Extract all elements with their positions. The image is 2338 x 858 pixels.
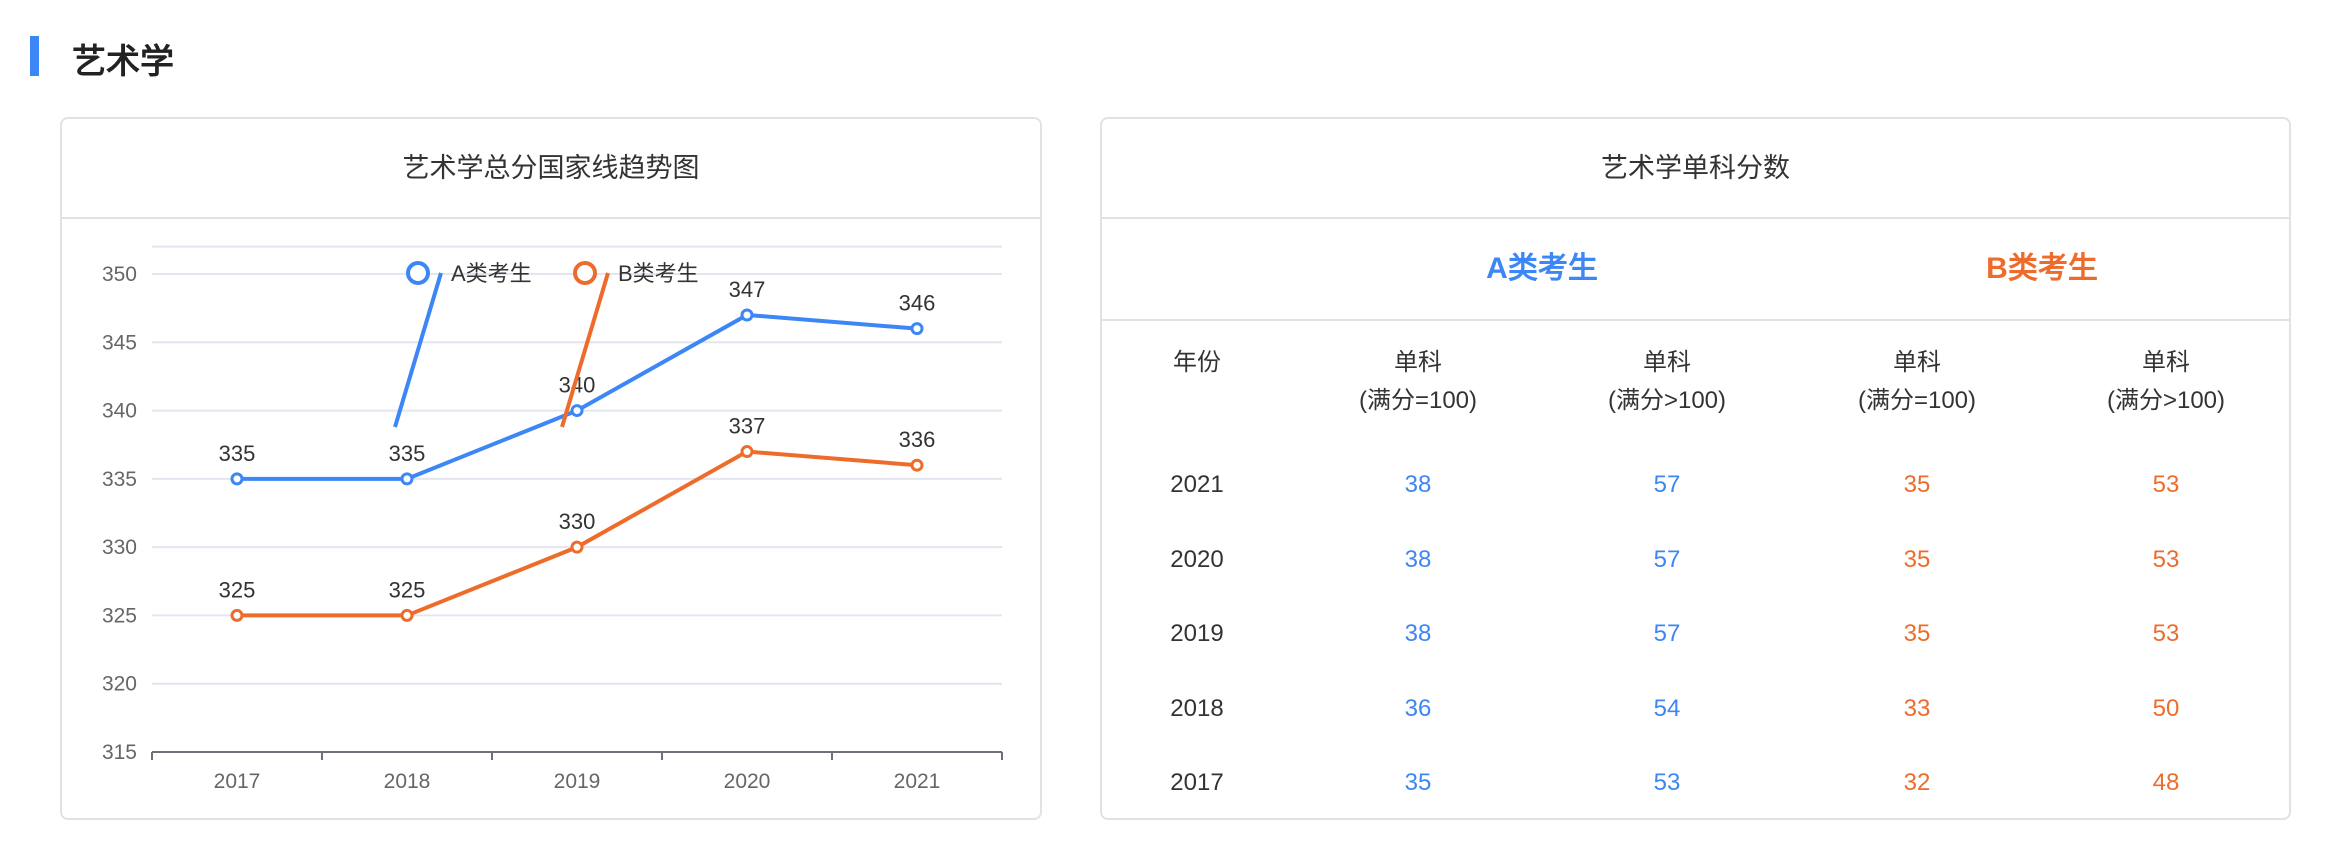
score-cell: 35 <box>1404 769 1432 796</box>
y-tick-label: 330 <box>102 536 137 559</box>
legend-marker <box>406 261 430 285</box>
data-label: 337 <box>729 414 766 439</box>
legend-label: B类考生 <box>618 261 699 286</box>
column-header: 单科 (满分>100) <box>1608 344 1726 420</box>
column-header-line: (满分>100) <box>2106 387 2226 414</box>
score-cell: 53 <box>2152 471 2180 498</box>
score-cell: 57 <box>1653 620 1681 647</box>
column-header-line: 单科 <box>2141 349 2190 376</box>
data-point <box>400 472 414 486</box>
data-label: 346 <box>899 291 936 316</box>
x-tick-label: 2021 <box>894 770 941 793</box>
column-header-line: (满分=100) <box>1857 387 1977 414</box>
group-a-label: A类考生 <box>1486 252 1598 285</box>
data-label: 330 <box>559 509 596 534</box>
y-tick-label: 340 <box>102 400 137 423</box>
score-cell: 32 <box>1903 769 1931 796</box>
line-chart: 315 320 325 330 335 340 345 350 2017 2018 2019 2020… <box>102 245 1003 793</box>
data-point <box>740 308 754 322</box>
column-header-line: 单科 <box>1642 349 1691 376</box>
column-header-line: 单科 <box>1892 349 1941 376</box>
score-cell: 54 <box>1653 694 1681 722</box>
legend-line <box>393 272 443 428</box>
x-tick-label: 2017 <box>214 770 261 793</box>
data-label: 347 <box>729 277 766 302</box>
section-accent-bar <box>30 36 39 76</box>
score-cell: 35 <box>1903 471 1931 498</box>
data-point <box>570 540 584 554</box>
y-tick-label: 350 <box>102 263 137 286</box>
score-cell: 57 <box>1653 471 1681 498</box>
row-year: 2019 <box>1170 620 1224 647</box>
y-tick-label: 335 <box>102 468 137 491</box>
score-cell: 35 <box>1903 620 1931 647</box>
section-title: 艺术学 <box>72 43 174 81</box>
data-label: 336 <box>899 427 936 452</box>
score-cell: 38 <box>1404 620 1432 647</box>
data-label: 335 <box>219 441 256 466</box>
legend-label: A类考生 <box>451 261 532 286</box>
column-header: 单科 (满分=100) <box>1858 344 1976 420</box>
column-header-line: (满分>100) <box>1607 387 1727 414</box>
chart-title: 艺术学总分国家线趋势图 <box>62 119 1040 219</box>
score-cell: 57 <box>1653 545 1681 573</box>
x-tick-label: 2019 <box>554 770 601 793</box>
group-header-row: A类考生 B类考生 <box>1102 218 2289 321</box>
column-header-line: 单科 <box>1393 349 1442 376</box>
data-label: 325 <box>389 577 426 602</box>
score-cell: 53 <box>2152 620 2180 647</box>
column-header: 年份 <box>1173 344 1221 382</box>
score-cell: 38 <box>1404 545 1432 573</box>
legend-marker <box>573 261 597 285</box>
data-point <box>570 404 584 418</box>
score-cell: 53 <box>1653 769 1681 796</box>
data-label: 325 <box>219 577 256 602</box>
data-point <box>910 458 924 472</box>
y-tick-label: 320 <box>102 673 137 696</box>
row-year: 2021 <box>1170 471 1224 498</box>
column-header-line: 年份 <box>1173 349 1221 376</box>
group-b-label: B类考生 <box>1986 252 2098 285</box>
score-cell: 38 <box>1404 471 1432 498</box>
subject-score-card: 艺术学单科分数 A类考生 B类考生 年份 单科 (满分=100) 单科 (满分>100)… <box>1100 117 2291 820</box>
score-cell: 36 <box>1404 694 1432 722</box>
y-tick-label: 315 <box>102 741 137 764</box>
score-cell: 35 <box>1903 545 1931 573</box>
y-tick-label: 325 <box>102 604 137 627</box>
column-header-line: (满分=100) <box>1358 387 1478 414</box>
score-cell: 50 <box>2152 694 2180 722</box>
y-tick-label: 345 <box>102 331 137 354</box>
row-year: 2018 <box>1170 694 1224 722</box>
row-year: 2017 <box>1170 769 1224 796</box>
data-point <box>400 608 414 622</box>
data-point <box>230 472 244 486</box>
data-point <box>230 608 244 622</box>
data-point <box>910 322 924 336</box>
column-header: 单科 (满分=100) <box>1359 344 1477 420</box>
x-tick-label: 2018 <box>384 770 431 793</box>
score-cell: 48 <box>2152 769 2180 796</box>
legend-line <box>560 272 610 428</box>
score-cell: 53 <box>2152 545 2180 573</box>
x-tick-label: 2020 <box>724 770 771 793</box>
column-header: 单科 (满分>100) <box>2107 344 2225 420</box>
score-cell: 33 <box>1903 694 1931 722</box>
trend-chart-card: 艺术学总分国家线趋势图 315 320 325 330 335 340 345 350 2017… <box>60 117 1042 820</box>
data-label: 335 <box>389 441 426 466</box>
row-year: 2020 <box>1170 545 1224 573</box>
table-title: 艺术学单科分数 <box>1102 119 2289 219</box>
data-point <box>740 445 754 459</box>
